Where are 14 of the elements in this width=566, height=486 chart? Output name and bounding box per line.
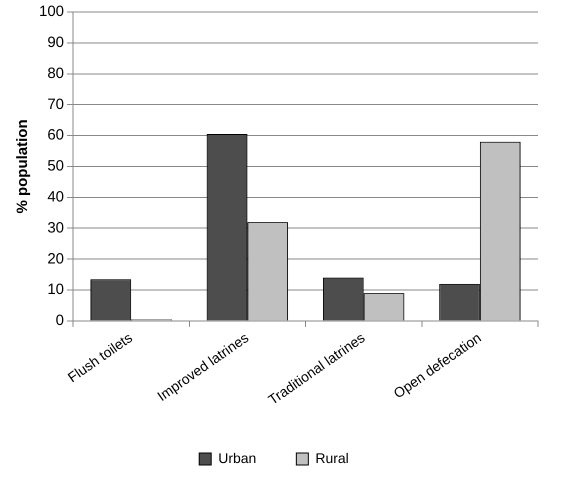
y-tick-label: 30 [47, 219, 64, 236]
y-axis-title: % population [14, 119, 32, 214]
y-tick-label: 100 [38, 3, 64, 20]
y-tick-label: 70 [47, 96, 64, 113]
y-tick-label: 10 [47, 281, 64, 298]
y-tick-label: 20 [47, 250, 64, 268]
y-tick-label: 90 [47, 34, 64, 52]
legend-label: Urban [218, 450, 256, 466]
y-tick-label: 50 [47, 158, 64, 175]
y-tick-label: 40 [47, 188, 64, 206]
y-tick-label: 0 [56, 312, 64, 330]
y-tick-label: 60 [47, 126, 64, 144]
legend-label: Rural [315, 450, 349, 466]
y-tick-label: 80 [47, 64, 64, 82]
